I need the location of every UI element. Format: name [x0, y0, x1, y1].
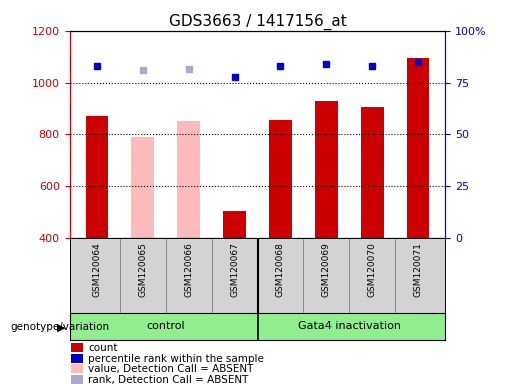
- Bar: [269, 120, 292, 238]
- Text: genotype/variation: genotype/variation: [10, 322, 109, 332]
- Text: value, Detection Call = ABSENT: value, Detection Call = ABSENT: [89, 364, 254, 374]
- Text: GSM120064: GSM120064: [93, 242, 101, 296]
- Text: GSM120070: GSM120070: [368, 242, 376, 297]
- Bar: [72, 354, 82, 363]
- Bar: [406, 58, 430, 238]
- Bar: [315, 101, 338, 238]
- Text: ▶: ▶: [57, 322, 65, 332]
- Text: control: control: [146, 321, 185, 331]
- Text: GSM120067: GSM120067: [230, 242, 239, 297]
- Text: Gata4 inactivation: Gata4 inactivation: [298, 321, 401, 331]
- Bar: [360, 107, 384, 238]
- Text: GDS3663 / 1417156_at: GDS3663 / 1417156_at: [168, 13, 347, 30]
- Text: percentile rank within the sample: percentile rank within the sample: [89, 354, 264, 364]
- Bar: [131, 137, 154, 238]
- Text: GSM120071: GSM120071: [414, 242, 422, 297]
- Text: rank, Detection Call = ABSENT: rank, Detection Call = ABSENT: [89, 375, 249, 384]
- Text: GSM120069: GSM120069: [322, 242, 331, 297]
- Bar: [72, 364, 82, 373]
- Text: GSM120065: GSM120065: [139, 242, 147, 297]
- Bar: [177, 121, 200, 238]
- Bar: [85, 116, 109, 238]
- Text: GSM120066: GSM120066: [184, 242, 193, 297]
- Text: GSM120068: GSM120068: [276, 242, 285, 297]
- Text: count: count: [89, 343, 118, 353]
- Bar: [72, 343, 82, 353]
- Bar: [72, 375, 82, 384]
- Bar: [223, 211, 246, 238]
